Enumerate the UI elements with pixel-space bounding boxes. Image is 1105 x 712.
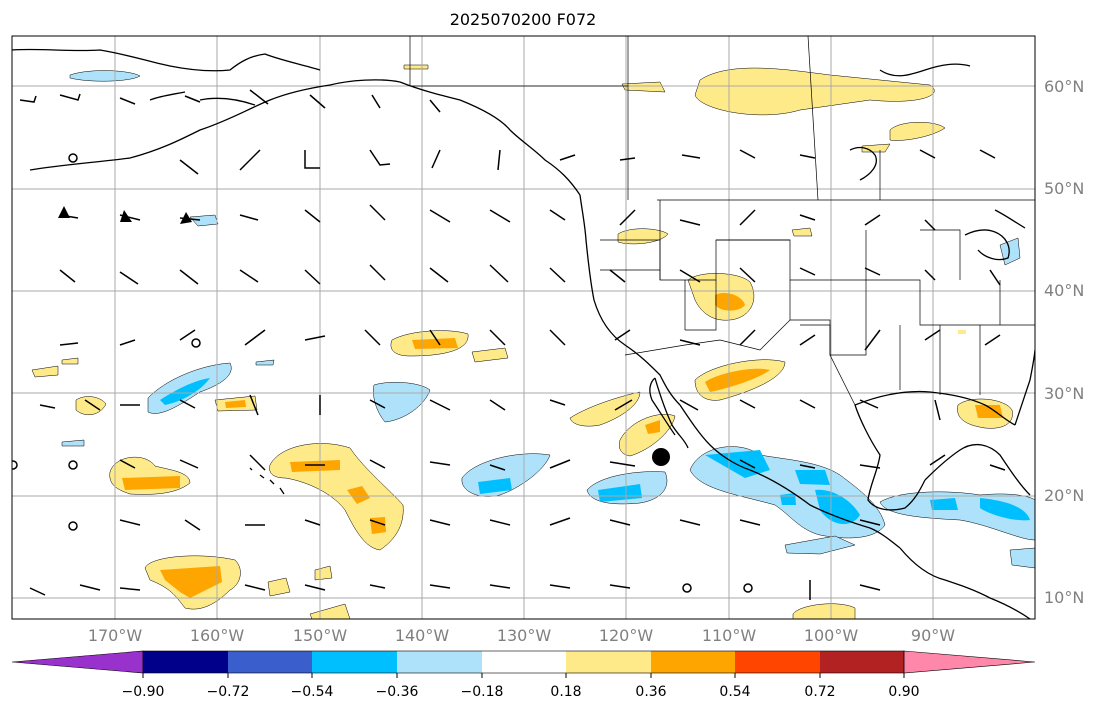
anomaly-positive [621, 81, 666, 93]
anomaly-positive [619, 414, 676, 457]
colorbar-tick-label: −0.90 [121, 684, 165, 700]
anomaly-strong-negative [478, 478, 512, 494]
lon-label: 130°W [496, 626, 552, 645]
colorbar-tick-label: 0.90 [888, 684, 920, 700]
lon-label: 160°W [189, 626, 245, 645]
colorbar-swatch [482, 651, 566, 673]
anomaly-strong-negative [160, 378, 210, 405]
anomaly-strong-positive [290, 460, 340, 472]
anomaly-positive [61, 357, 79, 365]
anomaly-strong-positive [160, 566, 222, 598]
anomaly-strong-negative [815, 489, 860, 525]
anomaly-strong-negative [795, 470, 830, 485]
anomaly-strong-positive [975, 405, 1003, 418]
colorbar-tick-label: 0.72 [804, 684, 836, 700]
lon-label: 170°W [87, 626, 143, 645]
anomaly-negative [1009, 547, 1035, 569]
anomaly-positive [889, 122, 946, 141]
anomaly-strong-negative [598, 484, 642, 502]
anomaly-strong-positive [225, 400, 246, 408]
anomaly-positive [792, 603, 856, 619]
lat-label: 40°N [1044, 281, 1085, 300]
lon-label: 100°W [803, 626, 859, 645]
colorbar-swatch [312, 651, 397, 673]
colorbar-tick-label: 0.36 [635, 684, 667, 700]
wind-barbs [19, 89, 1006, 600]
colorbar-extend-high [903, 650, 1036, 674]
colorbar-tick-label: −0.72 [206, 684, 250, 700]
anomaly-negative [999, 237, 1021, 266]
colorbar-swatch [651, 651, 735, 673]
anomaly-strong-positive [705, 368, 770, 392]
anomaly-positive [403, 64, 429, 70]
lon-label: 150°W [292, 626, 348, 645]
anomaly-positive [569, 391, 641, 427]
calm-markers [12, 153, 753, 593]
wind-flags [58, 206, 192, 224]
colorbar [11, 650, 1036, 678]
map-title: 2025070200 F072 [449, 10, 597, 29]
anomaly-positive [314, 565, 333, 581]
colorbar-swatch [566, 651, 651, 673]
colorbar-extend-low [11, 650, 144, 674]
colorbar-swatch [397, 651, 482, 673]
anomaly-positive [958, 330, 966, 334]
anomaly-strong-positive [412, 338, 458, 349]
colorbar-swatch [143, 651, 228, 673]
anomaly-strong-positive [715, 293, 745, 311]
anomaly-negative [69, 70, 141, 82]
anomaly-positive [31, 365, 59, 378]
colorbar-tick-label: −0.54 [290, 684, 334, 700]
anomaly-strong-positive [645, 420, 660, 434]
anomaly-positive [791, 227, 813, 237]
coastlines [12, 48, 1035, 619]
anomaly-positive [75, 396, 107, 416]
anomaly-negative [784, 535, 856, 555]
anomaly-negative [61, 439, 85, 447]
anomaly-strong-negative [980, 498, 1030, 521]
anomaly-fills [31, 64, 1035, 619]
lon-label: 120°W [598, 626, 654, 645]
lat-label: 20°N [1044, 486, 1085, 505]
lat-label: 10°N [1044, 588, 1085, 607]
lat-label: 60°N [1044, 77, 1085, 96]
lat-label: 50°N [1044, 179, 1085, 198]
anomaly-strong-positive [347, 486, 370, 504]
political-borders [409, 36, 1035, 406]
lon-label: 90°W [910, 626, 956, 645]
colorbar-tick-label: −0.18 [460, 684, 504, 700]
colorbar-tick-label: −0.36 [375, 684, 419, 700]
anomaly-strong-negative [930, 498, 958, 510]
lon-label: 140°W [394, 626, 450, 645]
lat-label: 30°N [1044, 384, 1085, 403]
colorbar-tick-label: 0.54 [719, 684, 751, 700]
colorbar-swatch [820, 651, 904, 673]
colorbar-tick-label: 0.18 [550, 684, 582, 700]
anomaly-strong-positive [370, 517, 386, 534]
colorbar-swatch [735, 651, 820, 673]
anomaly-negative [189, 214, 219, 227]
anomaly-negative [255, 359, 275, 366]
anomaly-positive [471, 347, 509, 363]
location-marker [652, 448, 670, 466]
anomaly-strong-negative [780, 493, 796, 505]
anomaly-strong-positive [122, 476, 180, 490]
anomaly-positive [267, 577, 291, 597]
lon-label: 110°W [701, 626, 757, 645]
colorbar-swatch [228, 651, 312, 673]
